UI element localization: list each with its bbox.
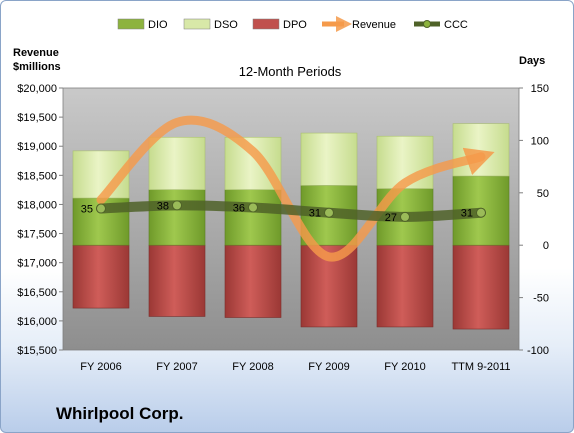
x-tick-label: FY 2010 bbox=[384, 361, 425, 373]
x-tick-label: FY 2007 bbox=[156, 361, 197, 373]
legend-swatch-dso bbox=[183, 18, 211, 30]
ccc-data-label: 27 bbox=[385, 212, 397, 224]
right-tick-label: 150 bbox=[531, 83, 549, 95]
legend-label: DIO bbox=[148, 19, 168, 31]
left-tick-label: $18,000 bbox=[17, 199, 57, 211]
right-tick-label: -50 bbox=[533, 293, 549, 305]
legend-marker-ccc bbox=[423, 20, 431, 28]
bar-dpo bbox=[452, 244, 510, 330]
x-tick-label: TTM 9-2011 bbox=[451, 361, 510, 373]
bar-dpo bbox=[376, 244, 434, 328]
ccc-data-label: 38 bbox=[157, 200, 169, 212]
legend-swatch-dpo bbox=[252, 18, 280, 30]
x-axis: FY 2006 FY 2007 FY 2008 FY 2009 FY 2010 TTM 9… bbox=[80, 361, 510, 373]
left-axis-label-line1: Revenue bbox=[13, 47, 59, 59]
left-tick-label: $17,000 bbox=[17, 258, 57, 270]
right-tick-label: 50 bbox=[537, 188, 549, 200]
bar-dso bbox=[300, 132, 358, 186]
ccc-point bbox=[476, 207, 486, 218]
ccc-line bbox=[96, 200, 486, 222]
x-tick-label: FY 2009 bbox=[308, 361, 349, 373]
ccc-data-label: 31 bbox=[309, 208, 321, 220]
legend-swatch-dio bbox=[117, 18, 145, 30]
ccc-series: 35 38 36 31 27 31 bbox=[81, 200, 486, 224]
bar-series bbox=[72, 123, 510, 330]
left-tick-label: $17,500 bbox=[17, 229, 57, 241]
ccc-point bbox=[248, 202, 258, 213]
company-name: Whirlpool Corp. bbox=[56, 404, 183, 423]
legend-item-dpo: DPO bbox=[252, 18, 307, 31]
ccc-data-label: 31 bbox=[461, 208, 473, 220]
right-axis-label: Days bbox=[519, 55, 545, 67]
bar-dso bbox=[452, 123, 510, 177]
bar-dio bbox=[224, 189, 282, 246]
revenue-series bbox=[96, 115, 495, 262]
ccc-point bbox=[324, 207, 334, 218]
right-tick-label: -100 bbox=[527, 345, 549, 357]
right-tick-label: 100 bbox=[531, 135, 549, 147]
left-tick-label: $19,000 bbox=[17, 141, 57, 153]
ccc-point bbox=[96, 203, 106, 214]
bar-dio bbox=[148, 189, 206, 246]
x-tick-label: FY 2008 bbox=[232, 361, 273, 373]
chart-title: 12-Month Periods bbox=[239, 64, 342, 79]
left-tick-label: $20,000 bbox=[17, 83, 57, 95]
right-tick-label: 0 bbox=[543, 240, 549, 252]
left-axis: $15,500 $16,000 $16,500 $17,000 $17,500 $18,0… bbox=[17, 83, 63, 357]
ccc-data-label: 35 bbox=[81, 204, 93, 216]
legend-item-revenue: Revenue bbox=[322, 15, 396, 33]
legend-label: CCC bbox=[444, 19, 468, 31]
left-tick-label: $16,500 bbox=[17, 287, 57, 299]
legend-label: Revenue bbox=[352, 19, 396, 31]
left-tick-label: $19,500 bbox=[17, 112, 57, 124]
chart-legend: DIO DSO DPO Revenue CCC bbox=[117, 15, 468, 33]
ccc-data-label: 36 bbox=[233, 202, 245, 214]
x-tick-label: FY 2006 bbox=[80, 361, 121, 373]
bar-dpo bbox=[72, 244, 130, 309]
legend-item-dio: DIO bbox=[117, 18, 168, 31]
legend-label: DSO bbox=[214, 19, 238, 31]
bar-dpo bbox=[224, 244, 282, 318]
left-tick-label: $16,000 bbox=[17, 316, 57, 328]
left-tick-label: $18,500 bbox=[17, 170, 57, 182]
ccc-point bbox=[172, 200, 182, 211]
right-axis: -100 -50 0 50 100 150 bbox=[519, 83, 549, 357]
legend-label: DPO bbox=[283, 19, 307, 31]
left-axis-label-line2: $millions bbox=[13, 61, 61, 73]
bar-dpo bbox=[148, 244, 206, 317]
legend-item-ccc: CCC bbox=[414, 19, 468, 31]
ccc-point bbox=[400, 211, 410, 222]
legend-item-dso: DSO bbox=[183, 18, 238, 31]
revenue-line bbox=[96, 115, 495, 262]
left-tick-label: $15,500 bbox=[17, 345, 57, 357]
bar-dso bbox=[148, 136, 206, 190]
